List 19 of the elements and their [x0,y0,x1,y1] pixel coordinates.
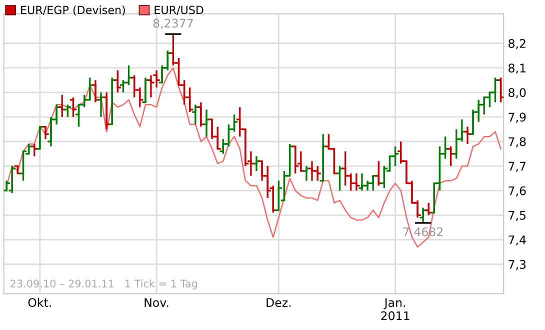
y-tick-label: 7,9 [508,112,526,123]
y-tick-label: 7,7 [508,162,526,172]
y-tick-label: 7,5 [508,211,526,222]
y-tick-label: 8,2 [508,39,526,50]
x-tick-label: Nov. [144,298,168,308]
legend-label: EUR/USD [154,6,204,16]
y-tick-label: 7,6 [508,186,526,196]
annotation: 23.09.10 – 29.01.11 1 Tick = 1 Tag [10,279,197,290]
x-tick-label: Dez. [266,298,291,308]
y-tick-label: 7,3 [508,260,526,270]
y-tick-label: 8,1 [508,64,526,74]
y-tick-label: 7,8 [508,137,526,148]
annotation: 8,2377 [153,18,193,29]
line-series [6,67,502,248]
x-tick-label: Okt. [28,298,51,308]
y-tick-label: 7,4 [508,236,526,246]
x-tick-label: Jan. 2011 [381,298,410,320]
legend-label: EUR/EGP (Devisen) [21,6,125,16]
y-tick-label: 8,0 [508,88,526,98]
